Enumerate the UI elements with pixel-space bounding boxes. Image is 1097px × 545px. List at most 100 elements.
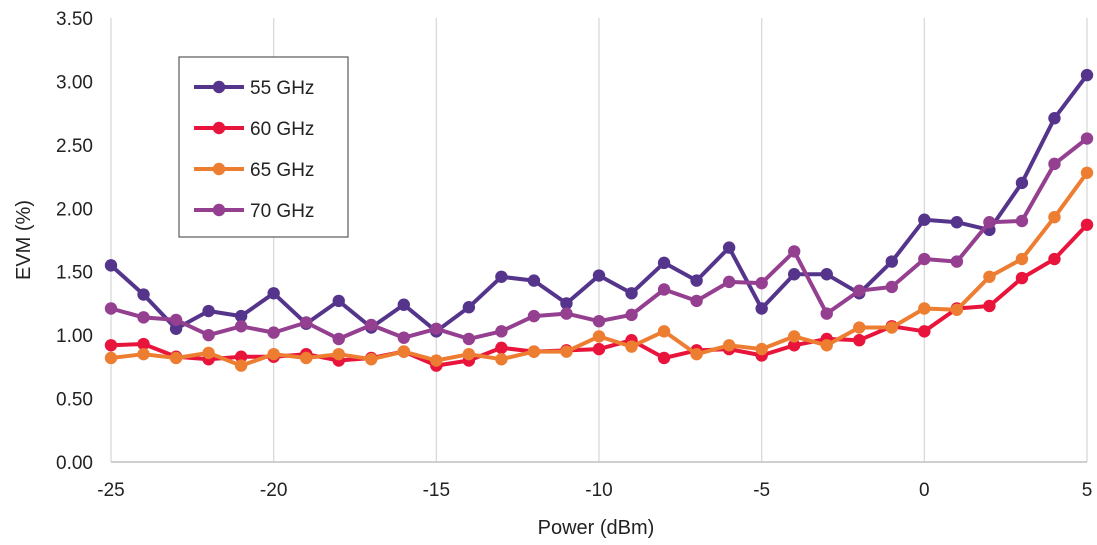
data-point (1048, 112, 1061, 125)
data-point (300, 351, 313, 365)
data-point (234, 320, 248, 333)
y-axis-title: EVM (%) (13, 200, 35, 280)
data-point (397, 331, 410, 344)
data-point (397, 298, 410, 311)
data-point (592, 314, 606, 328)
data-point (169, 313, 183, 327)
data-point (397, 345, 410, 358)
data-point (885, 321, 898, 334)
legend-marker (212, 80, 226, 94)
data-point (169, 322, 183, 335)
data-point (1080, 132, 1094, 145)
data-point (104, 351, 118, 365)
legend-label: 60 GHz (250, 119, 314, 140)
data-point (592, 330, 606, 343)
data-point (788, 245, 801, 258)
data-point (234, 359, 248, 372)
x-tick-label: 5 (1082, 480, 1093, 501)
data-point (820, 307, 833, 320)
data-point (918, 213, 931, 226)
data-point (137, 288, 150, 301)
data-point (755, 302, 768, 315)
y-tick-label: 1.00 (56, 326, 93, 347)
data-point (365, 318, 378, 332)
data-point (983, 299, 996, 313)
data-point (560, 307, 573, 320)
x-tick-label: 0 (919, 480, 930, 501)
data-point (625, 340, 638, 353)
legend: 55 GHz 60 GHz 65 GHz 70 GHz (178, 56, 349, 238)
data-point (722, 339, 736, 352)
data-point (885, 280, 898, 294)
legend-label: 55 GHz (250, 78, 314, 99)
y-tick-label: 2.00 (56, 199, 93, 220)
y-tick-label: 1.50 (56, 263, 93, 284)
y-tick-label: 0.50 (56, 390, 93, 411)
data-point (560, 297, 573, 310)
data-point (137, 311, 150, 324)
data-point (853, 321, 866, 334)
data-point (592, 342, 606, 356)
data-point (1015, 271, 1029, 285)
data-point (885, 255, 898, 268)
data-point (625, 308, 638, 322)
data-point (918, 325, 931, 338)
data-point (267, 287, 280, 300)
x-tick-label: -10 (585, 480, 612, 501)
x-axis-ticks: -25 -20 -15 -10 -5 0 5 (97, 480, 1092, 501)
data-point (788, 330, 801, 343)
series-65-ghz (104, 166, 1094, 372)
data-point (1048, 157, 1061, 171)
data-point (462, 347, 476, 361)
data-point (657, 256, 671, 270)
data-point (462, 332, 476, 346)
data-point (950, 303, 964, 316)
legend-marker (212, 162, 226, 176)
data-point (267, 326, 280, 339)
data-point (527, 345, 541, 358)
y-tick-label: 3.00 (56, 72, 93, 93)
data-point (527, 309, 541, 323)
legend-label: 70 GHz (250, 201, 314, 222)
data-point (332, 347, 345, 361)
data-point (234, 350, 248, 363)
data-point (495, 325, 508, 338)
data-point (690, 274, 703, 287)
series-70-ghz (104, 132, 1094, 346)
data-point (137, 337, 150, 351)
data-point (983, 216, 996, 229)
data-point (137, 347, 150, 361)
data-point (1080, 68, 1094, 82)
x-axis-title: Power (dBm) (538, 517, 655, 539)
data-point (918, 252, 931, 266)
data-point (950, 255, 964, 268)
legend-item: 70 GHz (194, 201, 314, 222)
data-point (104, 339, 118, 352)
x-tick-label: -5 (753, 480, 770, 501)
legend-item: 55 GHz (194, 78, 314, 99)
data-point (560, 345, 573, 358)
data-point (853, 334, 866, 347)
data-point (788, 339, 801, 352)
data-point (983, 270, 996, 283)
data-point (657, 325, 671, 338)
data-point (1048, 252, 1061, 266)
y-tick-label: 0.00 (56, 453, 93, 474)
data-point (690, 347, 703, 361)
data-point (104, 302, 118, 315)
data-point (1015, 252, 1029, 266)
data-point (169, 351, 183, 365)
data-point (755, 342, 768, 356)
data-point (853, 284, 866, 297)
data-point (722, 241, 736, 254)
legend-label: 65 GHz (250, 160, 314, 181)
legend-marker (212, 121, 226, 135)
data-point (527, 274, 541, 287)
x-tick-label: -15 (423, 480, 450, 501)
data-point (495, 341, 508, 355)
data-point (202, 346, 215, 360)
data-point (592, 269, 606, 282)
data-point (365, 353, 378, 366)
data-point (104, 259, 118, 272)
